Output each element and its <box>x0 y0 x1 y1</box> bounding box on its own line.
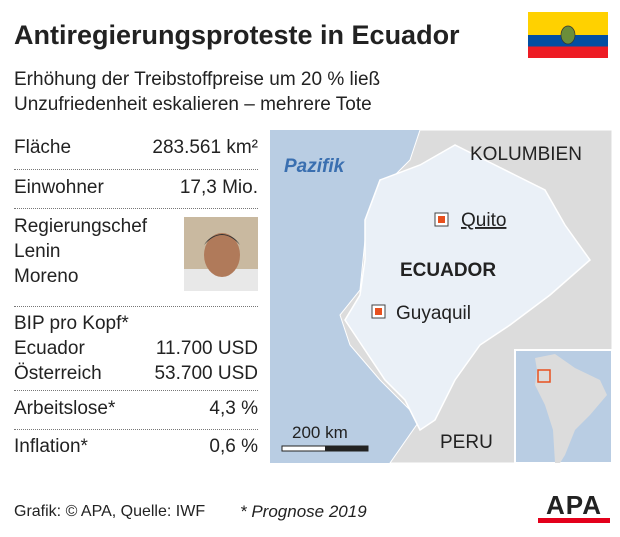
map: Pazifik KOLUMBIEN PERU ECUADOR Quito Guy… <box>270 130 612 463</box>
fact-block: Regierungschef Lenin Moreno <box>14 214 258 289</box>
fact-row: Einwohner 17,3 Mio. <box>14 177 258 199</box>
fact-label: Moreno <box>14 266 79 287</box>
logo-bar <box>538 518 610 523</box>
fact-value: 11.700 USD <box>155 338 258 359</box>
fact-label: Einwohner <box>14 177 104 198</box>
subtitle-line: Unzufriedenheit eskalieren – mehrere Tot… <box>14 94 372 115</box>
separator <box>14 390 258 391</box>
flag <box>528 12 608 58</box>
fact-value: 4,3 % <box>209 398 258 419</box>
fact-value: 0,6 % <box>209 436 258 457</box>
fact-block: BIP pro Kopf* Ecuador 11.700 USD Österrei… <box>14 311 258 386</box>
fact-label: Österreich <box>14 363 102 384</box>
portrait-face <box>204 233 240 277</box>
country-label: ECUADOR <box>400 260 496 281</box>
portrait <box>184 217 258 291</box>
source: Grafik: © APA, Quelle: IWF <box>14 503 206 520</box>
fact-label: Lenin <box>14 241 61 262</box>
inset-land <box>535 354 607 463</box>
city-marker-dot <box>438 216 445 223</box>
flag-yellow <box>528 12 608 35</box>
fact-row: Fläche 283.561 km² <box>14 137 258 159</box>
fact-row: Inflation* 0,6 % <box>14 436 258 458</box>
fact-value: 283.561 km² <box>152 137 258 158</box>
fact-label: Arbeitslose* <box>14 398 116 419</box>
flag-red <box>528 46 608 58</box>
scale-label: 200 km <box>292 423 348 442</box>
city-label: Guyaquil <box>396 303 471 324</box>
fact-value: 17,3 Mio. <box>179 177 258 198</box>
scale-bar-fill <box>325 446 368 451</box>
city-marker-dot <box>375 308 382 315</box>
separator <box>14 429 258 430</box>
subtitle-line: Erhöhung der Treibstoffpreise um 20 % li… <box>14 69 381 90</box>
fact-label: Inflation* <box>14 436 88 457</box>
inset-marker <box>537 369 551 383</box>
fact-value: 53.700 USD <box>154 363 258 384</box>
inset-map <box>514 349 612 463</box>
note: * Prognose 2019 <box>240 502 367 521</box>
separator <box>14 208 258 209</box>
ecuador <box>344 144 592 432</box>
logo: APA <box>546 490 602 520</box>
neighbor-label: PERU <box>440 432 493 453</box>
neighbor-label: KOLUMBIEN <box>470 144 582 165</box>
fact-label: Fläche <box>14 137 72 158</box>
portrait-hair <box>204 234 240 245</box>
title: Antiregierungsproteste in Ecuador <box>14 20 460 50</box>
flag-emblem <box>560 25 576 45</box>
separator <box>14 306 258 307</box>
fact-row: Arbeitslose* 4,3 % <box>14 398 258 420</box>
fact-label: BIP pro Kopf* <box>14 313 129 334</box>
fact-label: Ecuador <box>14 338 85 359</box>
fact-label: Regierungschef <box>14 216 148 237</box>
portrait-shirt <box>184 269 258 291</box>
ocean-label: Pazifik <box>284 156 346 177</box>
separator <box>14 169 258 170</box>
city-label: Quito <box>461 210 506 231</box>
